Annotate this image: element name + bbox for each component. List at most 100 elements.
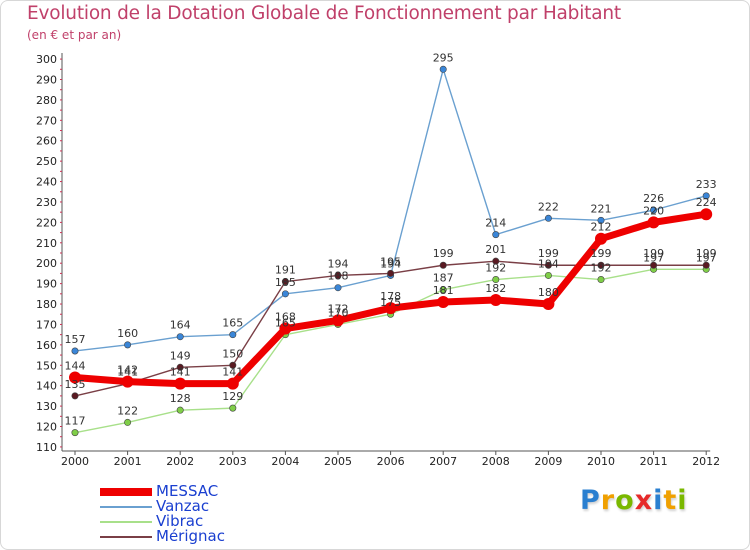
x-tick-label: 2004 bbox=[271, 455, 299, 468]
chart-subtitle: (en € et par an) bbox=[27, 28, 122, 42]
data-label-vibrac: 117 bbox=[65, 415, 86, 428]
point-vanzac bbox=[176, 333, 184, 341]
y-tick-label: 260 bbox=[36, 135, 57, 148]
data-label-merignac: 199 bbox=[591, 247, 612, 260]
logo-letter: x bbox=[634, 485, 654, 516]
point-merignac bbox=[650, 261, 658, 269]
y-tick-label: 110 bbox=[36, 441, 57, 454]
data-label-vibrac: 192 bbox=[485, 262, 506, 275]
data-label-vanzac: 188 bbox=[328, 270, 349, 283]
point-vanzac bbox=[650, 206, 658, 214]
point-vibrac bbox=[492, 276, 500, 284]
point-messac bbox=[384, 302, 397, 315]
y-tick-label: 160 bbox=[36, 339, 57, 352]
data-label-vibrac: 187 bbox=[433, 272, 454, 285]
data-label-vanzac: 157 bbox=[65, 333, 86, 346]
point-messac bbox=[700, 208, 713, 221]
point-merignac bbox=[229, 361, 237, 369]
point-messac bbox=[647, 216, 660, 229]
data-label-messac: 178 bbox=[380, 290, 401, 303]
y-tick-label: 190 bbox=[36, 278, 57, 291]
logo-letter: t bbox=[663, 485, 678, 516]
y-tick-label: 180 bbox=[36, 298, 57, 311]
legend-label: Mérignac bbox=[156, 527, 225, 545]
point-vanzac bbox=[281, 290, 289, 298]
x-tick-label: 2012 bbox=[692, 455, 720, 468]
logo-letter: i bbox=[653, 485, 664, 516]
data-label-messac: 144 bbox=[65, 360, 86, 373]
point-vibrac bbox=[544, 271, 552, 279]
point-messac bbox=[489, 293, 502, 306]
data-label-messac: 141 bbox=[222, 366, 243, 379]
data-label-merignac: 199 bbox=[643, 247, 664, 260]
point-vanzac bbox=[492, 231, 500, 239]
legend-swatch bbox=[100, 506, 152, 508]
data-label-messac: 220 bbox=[643, 204, 664, 217]
data-label-messac: 182 bbox=[485, 282, 506, 295]
chart-title: Evolution de la Dotation Globale de Fonc… bbox=[27, 3, 621, 24]
data-label-merignac: 135 bbox=[65, 378, 86, 391]
line-chart: 110 120 130 140 150 160 170 180 190 200 210 220 230 2… bbox=[36, 51, 720, 468]
data-label-vibrac: 128 bbox=[170, 392, 191, 405]
data-label-merignac: 195 bbox=[380, 255, 401, 268]
y-tick-label: 270 bbox=[36, 114, 57, 127]
point-vibrac bbox=[124, 418, 132, 426]
y-tick-label: 130 bbox=[36, 400, 57, 413]
x-tick-label: 2000 bbox=[61, 455, 89, 468]
y-tick-label: 300 bbox=[36, 53, 57, 66]
data-label-vibrac: 175 bbox=[380, 296, 401, 309]
point-vanzac bbox=[124, 341, 132, 349]
data-label-merignac: 191 bbox=[275, 264, 296, 277]
data-label-vibrac: 165 bbox=[275, 317, 296, 330]
y-tick-label: 150 bbox=[36, 359, 57, 372]
point-vanzac bbox=[439, 65, 447, 73]
data-label-merignac: 150 bbox=[222, 347, 243, 360]
legend-label: Vibrac bbox=[156, 512, 204, 530]
point-merignac bbox=[281, 278, 289, 286]
data-label-vanzac: 160 bbox=[117, 327, 138, 340]
logo-letter: i bbox=[677, 485, 688, 516]
data-label-vibrac: 194 bbox=[538, 257, 559, 270]
x-tick-label: 2008 bbox=[482, 455, 510, 468]
data-label-messac: 168 bbox=[275, 311, 296, 324]
data-label-messac: 172 bbox=[328, 302, 349, 315]
data-label-vanzac: 226 bbox=[643, 192, 664, 205]
point-messac bbox=[121, 375, 134, 388]
data-label-vanzac: 214 bbox=[485, 217, 506, 230]
x-tick-label: 2009 bbox=[534, 455, 562, 468]
data-label-vibrac: 129 bbox=[222, 390, 243, 403]
point-messac bbox=[437, 295, 450, 308]
legend-swatch bbox=[100, 536, 152, 538]
x-tick-label: 2005 bbox=[324, 455, 352, 468]
data-label-merignac: 199 bbox=[433, 247, 454, 260]
point-messac bbox=[595, 232, 607, 245]
proxiti-logo: Proxiti bbox=[580, 485, 688, 516]
data-label-merignac: 194 bbox=[328, 257, 349, 270]
y-tick-label: 240 bbox=[36, 176, 57, 189]
point-vibrac bbox=[71, 429, 79, 437]
point-messac bbox=[279, 322, 292, 335]
y-tick-label: 170 bbox=[36, 318, 57, 331]
point-messac bbox=[332, 314, 344, 327]
data-label-messac: 181 bbox=[433, 284, 454, 297]
y-tick-label: 140 bbox=[36, 380, 57, 393]
data-label-merignac: 199 bbox=[696, 247, 717, 260]
data-label-vibrac: 170 bbox=[328, 306, 349, 319]
data-label-merignac: 201 bbox=[485, 243, 506, 256]
legend-swatch bbox=[100, 488, 152, 496]
point-vanzac bbox=[334, 284, 342, 292]
data-label-vibrac: 197 bbox=[696, 251, 717, 264]
point-vibrac bbox=[229, 404, 237, 412]
x-axis-ticks: 2000 2001 2002 2003 2004 2005 2006 2007 2008 2009… bbox=[61, 451, 720, 468]
data-label-merignac: 199 bbox=[538, 247, 559, 260]
logo-letter: o bbox=[615, 485, 635, 516]
data-label-messac: 141 bbox=[170, 366, 191, 379]
y-tick-label: 210 bbox=[36, 237, 57, 250]
point-vanzac bbox=[71, 347, 79, 355]
logo-letter: r bbox=[600, 485, 616, 516]
x-tick-label: 2006 bbox=[377, 455, 405, 468]
data-label-vanzac: 194 bbox=[380, 257, 401, 270]
legend-label: MESSAC bbox=[156, 482, 219, 500]
point-merignac bbox=[439, 261, 447, 269]
